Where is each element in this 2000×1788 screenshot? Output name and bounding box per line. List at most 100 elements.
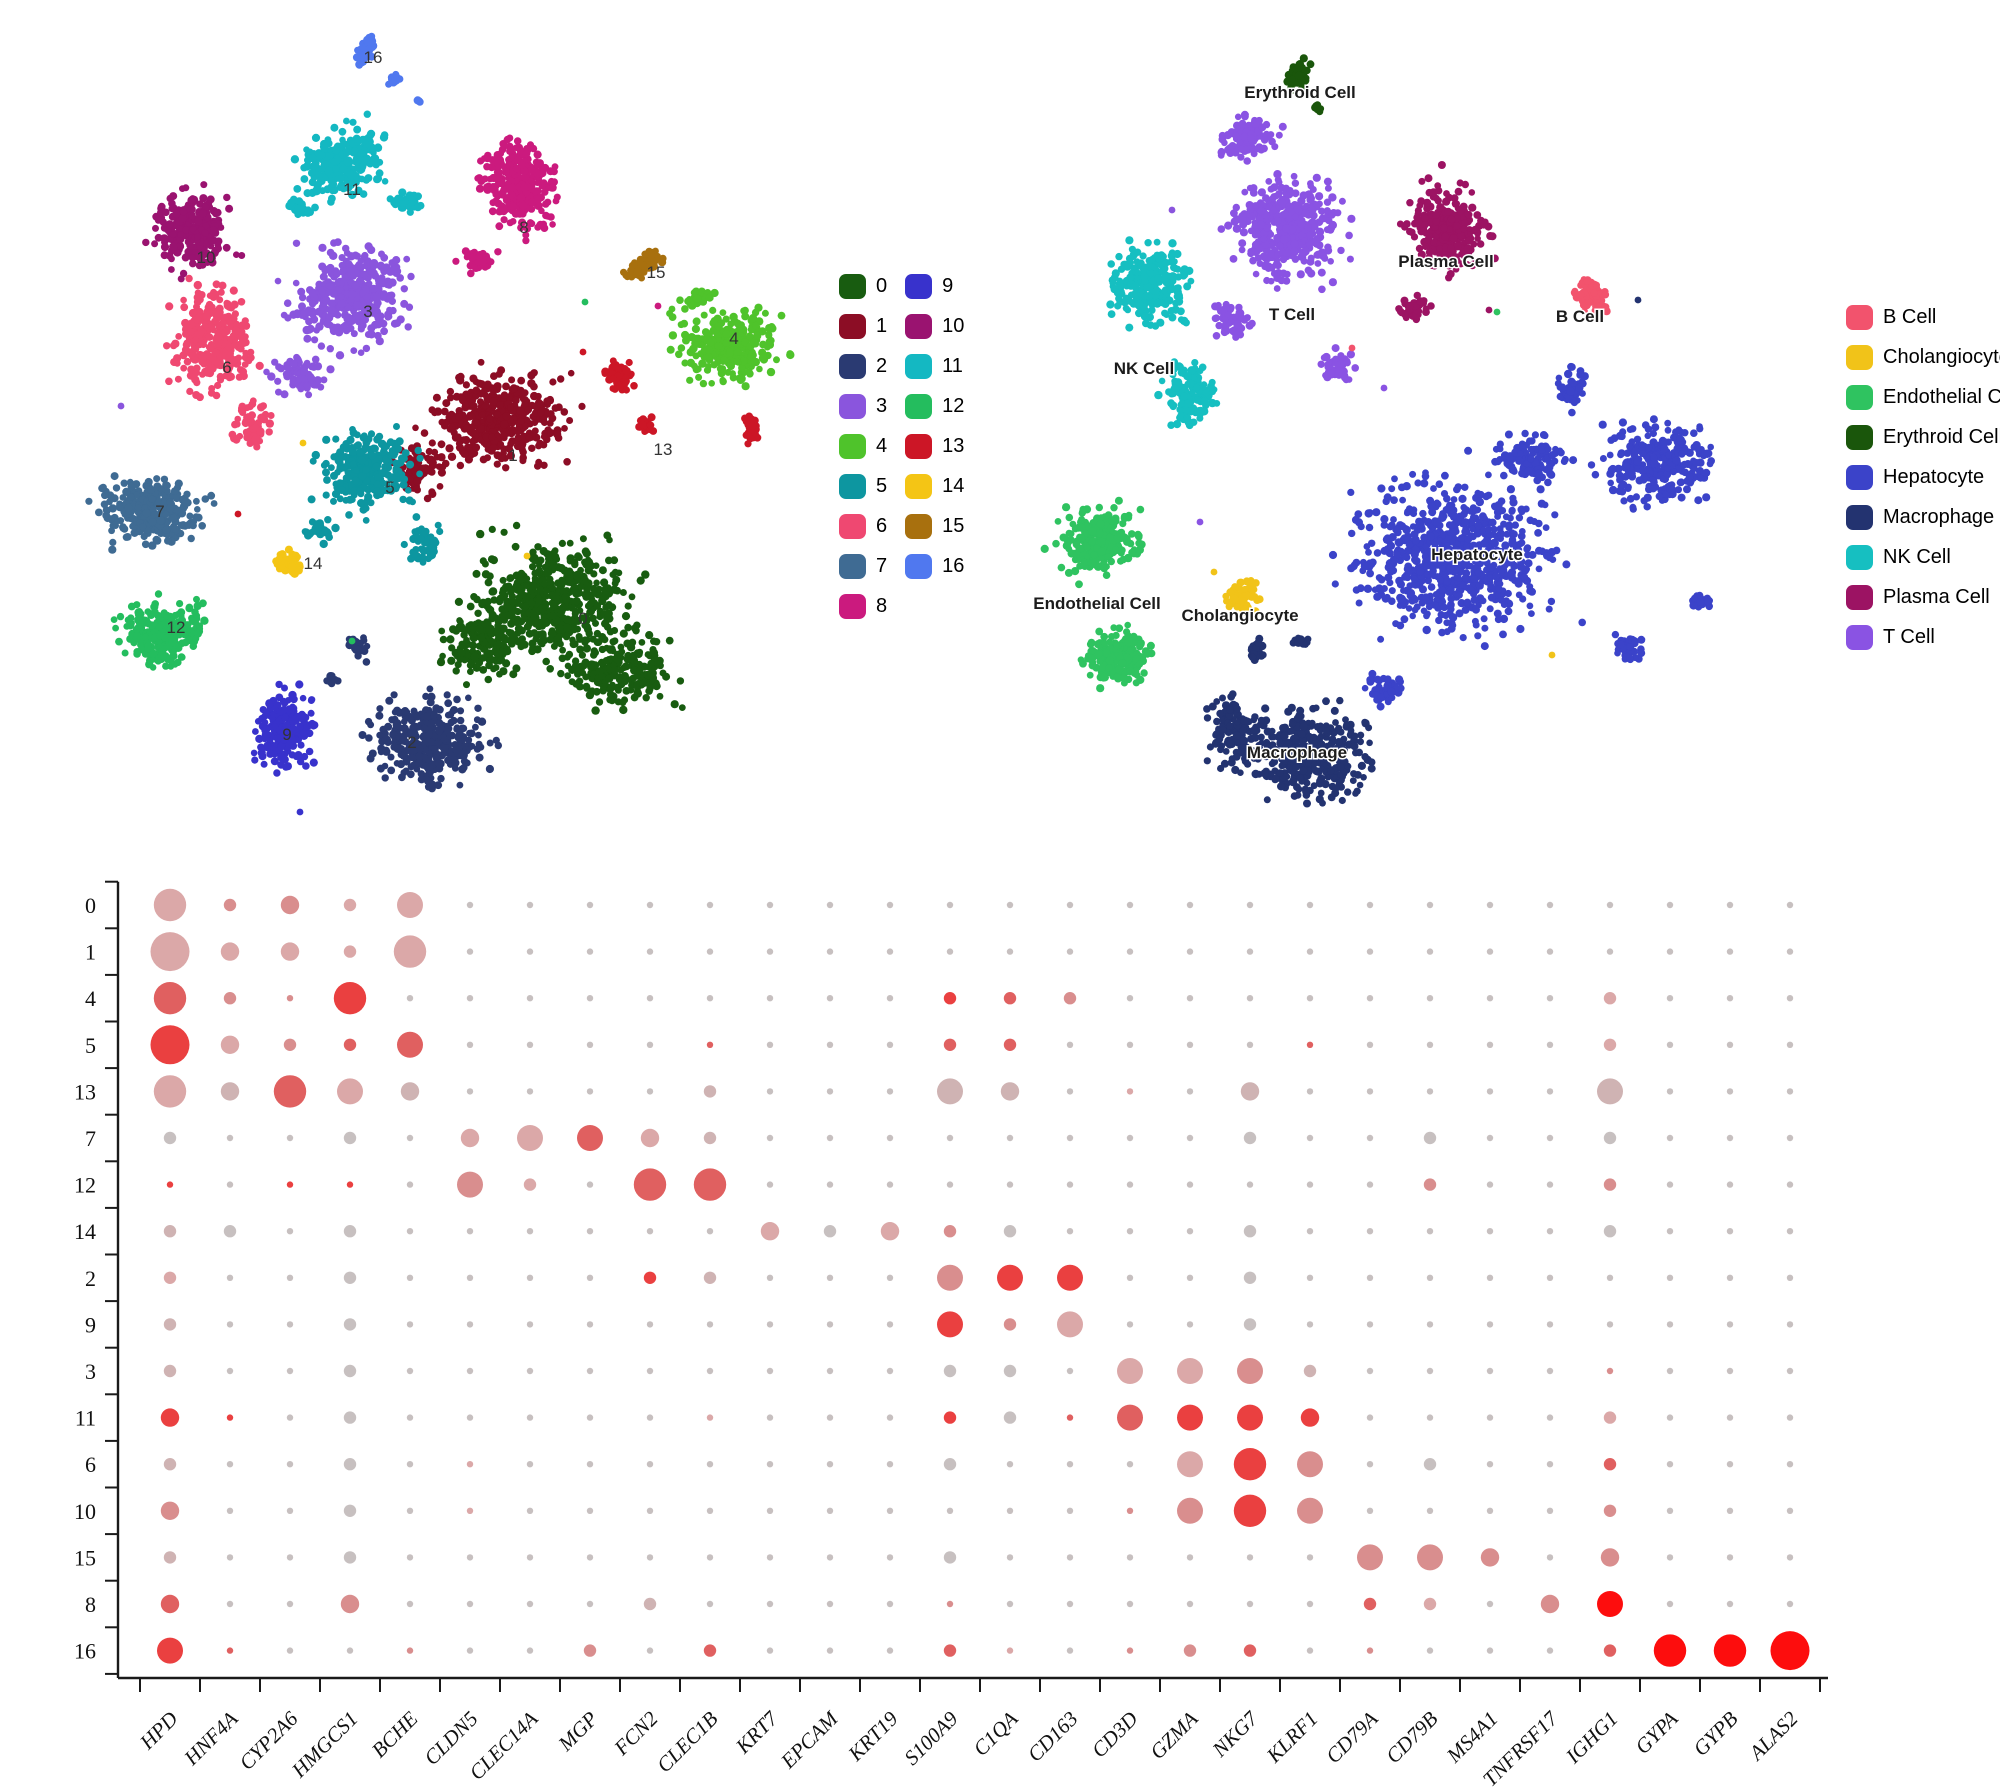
dotplot-dot	[1057, 1264, 1083, 1291]
dotplot-dot	[1726, 1367, 1734, 1375]
cluster-number-label: 4	[729, 329, 738, 348]
dotplot-dot	[340, 1594, 360, 1614]
dotplot-dot	[943, 1364, 957, 1378]
dotplot-dot	[1786, 948, 1794, 955]
dotplot-dot	[1306, 1181, 1314, 1188]
dotplot-dot	[586, 1461, 594, 1468]
dotplot-dot	[1006, 1181, 1014, 1188]
dotplot-dot	[943, 1225, 957, 1238]
dotplot-dot	[886, 1041, 894, 1048]
dotplot-dot	[343, 1225, 357, 1238]
dotplot-dot	[583, 1644, 597, 1657]
dotplot-dot	[1306, 1088, 1314, 1095]
scatter-stray-point	[348, 637, 356, 645]
dotplot-dot	[343, 898, 357, 912]
dotplot-row-label: 5	[85, 1033, 96, 1058]
dotplot-dot	[943, 1411, 957, 1424]
dotplot-dot	[643, 1271, 657, 1284]
dotplot-dot	[343, 1411, 357, 1424]
dotplot-dot	[766, 1554, 774, 1561]
dotplot-row	[163, 1311, 1794, 1338]
dotplot-dot	[1126, 901, 1134, 909]
dotplot-dot	[466, 1041, 474, 1048]
dotplot-dot	[1546, 1228, 1554, 1235]
dotplot-dot	[343, 1458, 357, 1471]
scatter-stray-point	[581, 298, 589, 306]
dotplot-gene-label: BCHE	[367, 1706, 423, 1762]
scatter-cluster	[1211, 110, 1359, 384]
cluster-legend-swatch	[905, 433, 933, 459]
dotplot-dot	[1546, 1088, 1554, 1095]
dotplot-dot	[1366, 1461, 1374, 1468]
dotplot-dot	[1003, 1364, 1017, 1378]
dotplot-dot	[1357, 1544, 1383, 1571]
dotplot-dot	[163, 1364, 177, 1378]
scatter-cluster	[301, 423, 444, 566]
dotplot-dot	[1486, 1041, 1494, 1048]
dotplot-dot	[1426, 901, 1434, 909]
dotplot-dot	[1546, 1367, 1554, 1375]
dotplot-gene-label: IGHG1	[1560, 1707, 1622, 1769]
dotplot-row	[163, 1222, 1794, 1241]
dotplot-dot	[1303, 1364, 1317, 1378]
dotplot-dot	[826, 1647, 834, 1654]
dotplot-dot	[1057, 1311, 1083, 1338]
dotplot-dot	[466, 948, 474, 955]
dotplot-dot	[766, 1461, 774, 1468]
dotplot-dot	[886, 1647, 894, 1654]
dotplot-dot	[943, 1644, 957, 1657]
celltype-label: Endothelial Cell	[1033, 594, 1161, 613]
dotplot-dot	[157, 1637, 183, 1664]
dotplot-row	[153, 1075, 1794, 1108]
cluster-legend-swatch	[905, 313, 933, 339]
dotplot-dot	[466, 1507, 474, 1514]
dotplot-dot	[766, 1088, 774, 1095]
dotplot-dot	[1066, 1228, 1074, 1235]
dotplot-dot	[766, 1600, 774, 1608]
dotplot-dot	[706, 901, 714, 909]
dotplot-dot	[1426, 1088, 1434, 1095]
dotplot-dot	[1237, 1404, 1263, 1431]
dotplot-dot	[886, 995, 894, 1002]
dotplot-dot	[646, 948, 654, 955]
dotplot-dot	[826, 1507, 834, 1514]
dotplot-gene-label: KRT19	[843, 1706, 903, 1766]
dotplot-dot	[150, 932, 190, 972]
dotplot-dot	[226, 1367, 234, 1375]
dotplot-dot	[1666, 1507, 1674, 1514]
scatter-stray-point	[1210, 568, 1218, 576]
dotplot-dot	[1306, 995, 1314, 1002]
dotplot-gene-label: S100A9	[899, 1706, 963, 1770]
dotplot-dot	[1297, 1451, 1323, 1478]
dotplot-dot	[1300, 1408, 1320, 1427]
scatter-stray-point	[1168, 206, 1176, 214]
dotplot-dot	[343, 1131, 357, 1145]
dotplot-dot	[1486, 1461, 1494, 1468]
dotplot-dot	[346, 1647, 354, 1654]
dotplot-dot	[1426, 1647, 1434, 1654]
dotplot-dot	[1546, 1647, 1554, 1654]
dotplot-dot	[1003, 1411, 1017, 1424]
dotplot-gene-label: CD163	[1023, 1707, 1083, 1767]
celltype-legend-item: Cholangiocyte	[1846, 337, 2000, 377]
dotplot-dot	[1006, 1461, 1014, 1468]
dotplot-row-label: 12	[74, 1173, 96, 1198]
dotplot-dot	[766, 1181, 774, 1188]
celltype-label: Cholangiocyte	[1181, 606, 1298, 625]
dotplot-dot	[343, 945, 357, 958]
dotplot-dot	[1603, 1225, 1617, 1238]
dotplot-dot	[526, 1041, 534, 1048]
scatter-stray-point	[296, 808, 304, 816]
dotplot-dot	[406, 1507, 414, 1514]
dotplot-dot	[586, 1554, 594, 1561]
dotplot-dot	[886, 901, 894, 909]
dotplot-dot	[1726, 1600, 1734, 1608]
dotplot-dot	[880, 1222, 900, 1241]
cluster-legend-label: 14	[942, 474, 965, 497]
dotplot-dot	[706, 1554, 714, 1561]
celltype-legend-swatch	[1846, 504, 1873, 530]
dotplot-dot	[1066, 1554, 1074, 1561]
dotplot-dot	[706, 1321, 714, 1328]
dotplot-dot	[1546, 1274, 1554, 1281]
dotplot-dot	[406, 1600, 414, 1608]
